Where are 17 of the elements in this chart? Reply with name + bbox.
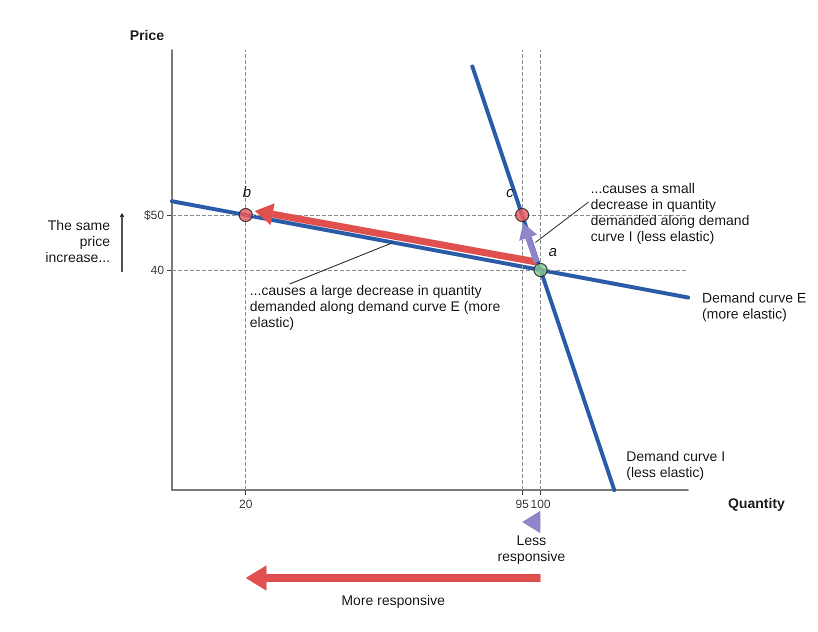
text: Less responsive bbox=[496, 532, 566, 564]
annotation: ...causes a small decrease in quantity demanded along demand curve I (less elastic) bbox=[590, 180, 750, 244]
y-axis-title: Price bbox=[130, 27, 164, 43]
text: More responsive bbox=[340, 592, 446, 608]
y-tick-label: $50 bbox=[144, 208, 164, 222]
x-tick-label: 20 bbox=[239, 497, 253, 511]
x-tick-label: 100 bbox=[530, 497, 551, 511]
annotation: ...causes a large decrease in quantity demanded along demand curve E (more elastic) bbox=[250, 282, 502, 330]
series-label: Demand curve E (more elastic) bbox=[702, 290, 810, 322]
x-axis-title: Quantity bbox=[728, 495, 785, 511]
x-tick-label: 95 bbox=[515, 497, 530, 511]
annotation: b bbox=[242, 184, 252, 201]
annotation: c bbox=[506, 184, 514, 201]
text: The same price increase... bbox=[44, 216, 110, 264]
annotation: a bbox=[548, 243, 557, 260]
series-label: Demand curve I (less elastic) bbox=[626, 448, 730, 480]
y-tick-label: 40 bbox=[150, 263, 164, 277]
